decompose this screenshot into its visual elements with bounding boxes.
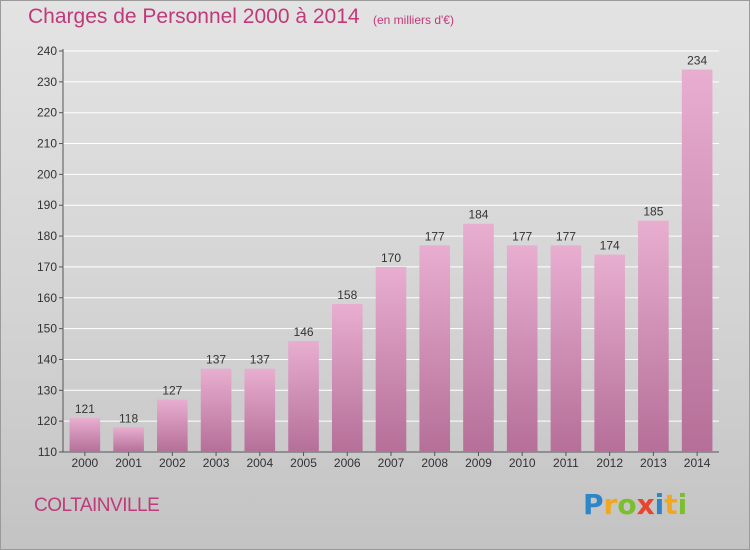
y-tick-label: 210 [37,137,57,151]
x-tick-label: 2010 [509,456,536,470]
bar [463,223,494,452]
bar [419,245,451,452]
data-label: 177 [425,229,445,243]
logo-letter: r [603,488,618,521]
data-labels: 121 118 127 137 137 146 158 170 177 184 177 177 174 1… [75,54,708,426]
axes: 110 120 130 140 150 160 170 180 190 200 210 220 230 2… [37,44,719,470]
y-tick-label: 140 [37,352,57,366]
data-label: 137 [250,353,270,367]
x-tick-label: 2000 [72,456,99,470]
bar [157,399,188,452]
logo-letter: i [677,488,688,521]
x-tick-label: 2009 [465,456,492,470]
y-tick-label: 110 [38,445,57,459]
data-label: 137 [206,353,226,367]
proxiti-logo: Proxiti [583,488,687,521]
y-tick-label: 120 [37,414,57,428]
bar [638,220,669,452]
data-label: 174 [600,239,620,253]
x-tick-label: 2014 [684,456,711,470]
y-tick-label: 220 [37,106,57,120]
data-label: 121 [75,402,95,416]
bar [331,303,363,452]
x-tick-label: 2003 [203,456,230,470]
y-tick-label: 150 [37,322,57,336]
bar [288,340,319,452]
x-tick-label: 2006 [334,456,361,470]
x-tick-label: 2005 [290,456,317,470]
bar [69,418,101,452]
x-tick-label: 2013 [640,456,667,470]
data-label: 234 [687,54,707,68]
logo-letter: x [636,488,655,521]
y-tick-label: 130 [37,383,57,397]
data-label: 184 [468,208,488,222]
bar [113,427,144,452]
x-tick-label: 2001 [115,456,142,470]
data-label: 170 [381,251,401,265]
bar [506,245,538,452]
x-tick-label: 2007 [378,456,405,470]
y-tick-label: 170 [37,260,57,274]
x-tick-label: 2011 [553,456,579,470]
x-tick-label: 2008 [421,456,448,470]
x-tick-label: 2004 [246,456,273,470]
y-tick-label: 230 [37,75,57,89]
data-label: 158 [337,288,357,302]
data-label: 185 [643,205,663,219]
data-label: 118 [119,411,138,425]
logo-letter: o [617,488,637,521]
data-label: 127 [162,384,182,398]
bar [550,245,582,452]
bar [594,254,625,452]
y-tick-label: 180 [37,229,57,243]
y-tick-label: 160 [37,291,57,305]
logo-letter: P [583,488,604,521]
logo-letter: t [664,488,678,521]
chart-title: Charges de Personnel 2000 à 2014 [28,5,360,28]
data-label: 177 [556,229,576,243]
bar [375,266,407,452]
y-tick-label: 240 [37,44,57,58]
y-tick-label: 200 [37,167,57,181]
data-label: 146 [294,325,314,339]
chart-subtitle: (en milliers d'€) [373,13,454,27]
place-name: COLTAINVILLE [34,495,160,516]
y-tick-label: 190 [37,198,57,212]
bars [69,69,713,452]
bar [200,368,232,452]
data-label: 177 [512,229,532,243]
logo-letter: i [654,488,665,521]
x-tick-label: 2012 [596,456,623,470]
bar [681,69,713,452]
x-tick-label: 2002 [159,456,186,470]
bar [244,368,276,452]
